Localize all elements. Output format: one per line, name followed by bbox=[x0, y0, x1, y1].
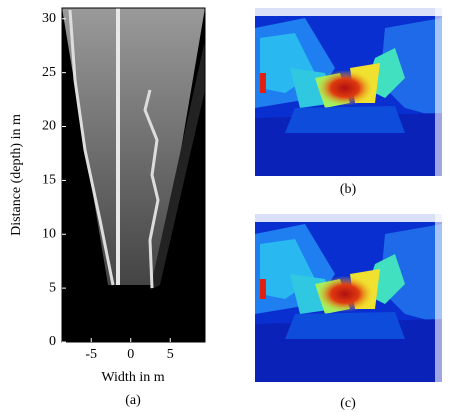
y-tick-label: 10 bbox=[42, 226, 56, 241]
y-tick-label: 5 bbox=[49, 280, 56, 295]
x-tick-label: -5 bbox=[85, 347, 97, 362]
y-tick-label: 20 bbox=[42, 119, 56, 134]
y-axis-label: Distance (depth) in m bbox=[9, 114, 24, 236]
y-tick-label: 25 bbox=[42, 65, 56, 80]
axes: 0 5 10 15 20 25 30 -5 0 5 bbox=[42, 11, 174, 362]
x-tick-label: 5 bbox=[167, 347, 174, 362]
depth-map bbox=[255, 8, 442, 176]
caption: (b) bbox=[340, 182, 357, 197]
lidar-image bbox=[61, 7, 206, 343]
y-tick-label: 0 bbox=[49, 334, 56, 349]
caption: (a) bbox=[125, 393, 141, 408]
x-axis-label: Width in m bbox=[101, 370, 164, 385]
x-tick-label: 0 bbox=[127, 347, 134, 362]
depth-map bbox=[255, 214, 442, 382]
y-tick-label: 30 bbox=[42, 11, 56, 26]
y-tick-label: 15 bbox=[42, 173, 56, 188]
caption: (c) bbox=[340, 396, 356, 411]
